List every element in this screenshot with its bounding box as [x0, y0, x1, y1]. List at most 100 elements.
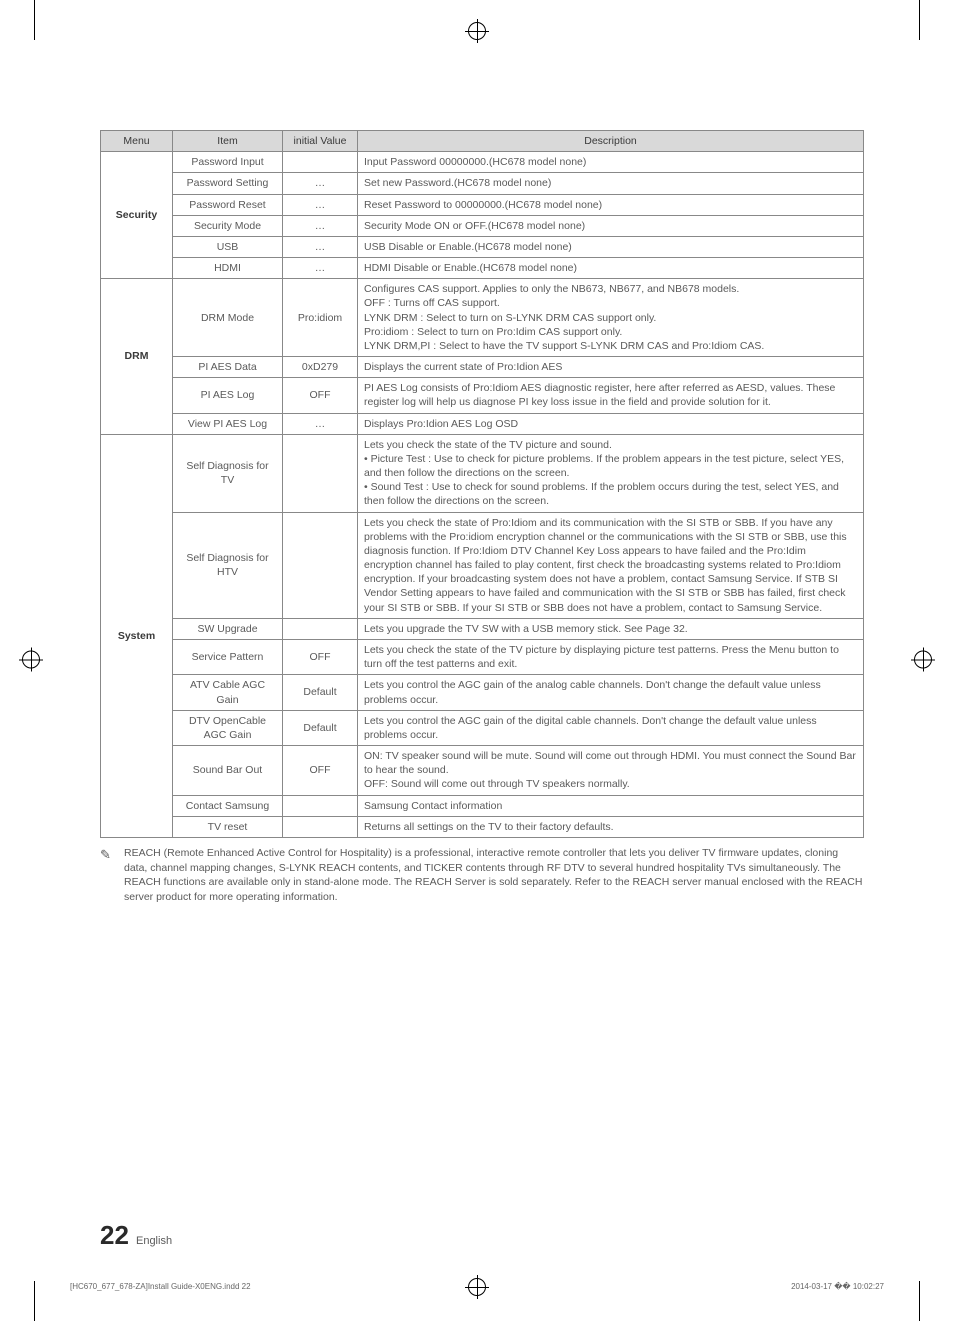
- table-row: Self Diagnosis for HTV Lets you check the…: [101, 512, 864, 618]
- initial-value-cell: [283, 152, 358, 173]
- col-description: Description: [358, 131, 864, 152]
- table-row: DRMDRM ModePro:idiomConfigures CAS suppo…: [101, 279, 864, 357]
- col-menu: Menu: [101, 131, 173, 152]
- description-cell: Lets you check the state of the TV pictu…: [358, 434, 864, 512]
- registration-mark: [22, 650, 40, 671]
- description-cell: Input Password 00000000.(HC678 model non…: [358, 152, 864, 173]
- description-cell: Returns all settings on the TV to their …: [358, 816, 864, 837]
- menu-cell: DRM: [101, 279, 173, 435]
- initial-value-cell: …: [283, 258, 358, 279]
- registration-mark: [468, 22, 486, 43]
- item-cell: Password Reset: [173, 194, 283, 215]
- initial-value-cell: Pro:idiom: [283, 279, 358, 357]
- item-cell: Self Diagnosis for HTV: [173, 512, 283, 618]
- settings-table: Menu Item initial Value Description Secu…: [100, 130, 864, 838]
- item-cell: DRM Mode: [173, 279, 283, 357]
- registration-mark: [914, 650, 932, 671]
- description-cell: Reset Password to 00000000.(HC678 model …: [358, 194, 864, 215]
- crop-mark: [919, 1281, 920, 1321]
- col-item: Item: [173, 131, 283, 152]
- print-footer-right: 2014-03-17 �� 10:02:27: [791, 1282, 884, 1291]
- item-cell: PI AES Log: [173, 378, 283, 413]
- note-icon: ✎: [100, 846, 111, 864]
- initial-value-cell: [283, 795, 358, 816]
- table-row: SecurityPassword InputInput Password 000…: [101, 152, 864, 173]
- description-cell: Lets you control the AGC gain of the ana…: [358, 675, 864, 710]
- description-cell: Set new Password.(HC678 model none): [358, 173, 864, 194]
- page-number: 22: [100, 1220, 129, 1250]
- crop-mark: [34, 0, 35, 40]
- initial-value-cell: Default: [283, 710, 358, 745]
- table-header-row: Menu Item initial Value Description: [101, 131, 864, 152]
- description-cell: HDMI Disable or Enable.(HC678 model none…: [358, 258, 864, 279]
- crop-mark: [34, 1281, 35, 1321]
- description-cell: Security Mode ON or OFF.(HC678 model non…: [358, 215, 864, 236]
- menu-cell: System: [101, 434, 173, 837]
- table-row: Service PatternOFFLets you check the sta…: [101, 639, 864, 674]
- description-cell: Displays Pro:Idion AES Log OSD: [358, 413, 864, 434]
- initial-value-cell: …: [283, 215, 358, 236]
- item-cell: PI AES Data: [173, 357, 283, 378]
- menu-cell: Security: [101, 152, 173, 279]
- item-cell: HDMI: [173, 258, 283, 279]
- description-cell: ON: TV speaker sound will be mute. Sound…: [358, 746, 864, 796]
- initial-value-cell: …: [283, 236, 358, 257]
- initial-value-cell: [283, 816, 358, 837]
- note-text: REACH (Remote Enhanced Active Control fo…: [124, 847, 862, 903]
- page-language: English: [136, 1235, 172, 1247]
- item-cell: Self Diagnosis for TV: [173, 434, 283, 512]
- item-cell: TV reset: [173, 816, 283, 837]
- table-row: HDMI…HDMI Disable or Enable.(HC678 model…: [101, 258, 864, 279]
- description-cell: Samsung Contact information: [358, 795, 864, 816]
- col-initial: initial Value: [283, 131, 358, 152]
- description-cell: Lets you check the state of Pro:Idiom an…: [358, 512, 864, 618]
- print-footer-left: [HC670_677_678-ZA]Install Guide-X0ENG.in…: [70, 1282, 251, 1291]
- table-row: TV reset Returns all settings on the TV t…: [101, 816, 864, 837]
- table-row: Contact Samsung Samsung Contact informati…: [101, 795, 864, 816]
- description-cell: Displays the current state of Pro:Idion …: [358, 357, 864, 378]
- page-footer: 22 English: [100, 1220, 172, 1251]
- crop-mark: [919, 0, 920, 40]
- initial-value-cell: Default: [283, 675, 358, 710]
- item-cell: Password Setting: [173, 173, 283, 194]
- item-cell: Service Pattern: [173, 639, 283, 674]
- table-row: USB…USB Disable or Enable.(HC678 model n…: [101, 236, 864, 257]
- item-cell: ATV Cable AGC Gain: [173, 675, 283, 710]
- initial-value-cell: OFF: [283, 746, 358, 796]
- item-cell: USB: [173, 236, 283, 257]
- initial-value-cell: [283, 434, 358, 512]
- initial-value-cell: [283, 512, 358, 618]
- description-cell: Lets you check the state of the TV pictu…: [358, 639, 864, 674]
- footnote: ✎ REACH (Remote Enhanced Active Control …: [100, 846, 864, 905]
- table-row: PI AES Data0xD279Displays the current st…: [101, 357, 864, 378]
- initial-value-cell: …: [283, 173, 358, 194]
- initial-value-cell: OFF: [283, 378, 358, 413]
- table-row: SW Upgrade Lets you upgrade the TV SW wit…: [101, 618, 864, 639]
- initial-value-cell: …: [283, 413, 358, 434]
- table-row: DTV OpenCable AGC GainDefaultLets you co…: [101, 710, 864, 745]
- initial-value-cell: 0xD279: [283, 357, 358, 378]
- table-row: Security Mode…Security Mode ON or OFF.(H…: [101, 215, 864, 236]
- item-cell: Contact Samsung: [173, 795, 283, 816]
- table-row: View PI AES Log…Displays Pro:Idion AES L…: [101, 413, 864, 434]
- description-cell: Lets you upgrade the TV SW with a USB me…: [358, 618, 864, 639]
- description-cell: PI AES Log consists of Pro:Idiom AES dia…: [358, 378, 864, 413]
- table-row: Password Reset…Reset Password to 0000000…: [101, 194, 864, 215]
- item-cell: DTV OpenCable AGC Gain: [173, 710, 283, 745]
- description-cell: Lets you control the AGC gain of the dig…: [358, 710, 864, 745]
- description-cell: USB Disable or Enable.(HC678 model none): [358, 236, 864, 257]
- initial-value-cell: OFF: [283, 639, 358, 674]
- table-row: SystemSelf Diagnosis for TVLets you chec…: [101, 434, 864, 512]
- table-row: Sound Bar OutOFFON: TV speaker sound wil…: [101, 746, 864, 796]
- item-cell: Password Input: [173, 152, 283, 173]
- table-row: Password Setting…Set new Password.(HC678…: [101, 173, 864, 194]
- table-row: PI AES LogOFFPI AES Log consists of Pro:…: [101, 378, 864, 413]
- item-cell: Security Mode: [173, 215, 283, 236]
- registration-mark: [468, 1278, 486, 1299]
- item-cell: SW Upgrade: [173, 618, 283, 639]
- initial-value-cell: [283, 618, 358, 639]
- initial-value-cell: …: [283, 194, 358, 215]
- description-cell: Configures CAS support. Applies to only …: [358, 279, 864, 357]
- item-cell: View PI AES Log: [173, 413, 283, 434]
- item-cell: Sound Bar Out: [173, 746, 283, 796]
